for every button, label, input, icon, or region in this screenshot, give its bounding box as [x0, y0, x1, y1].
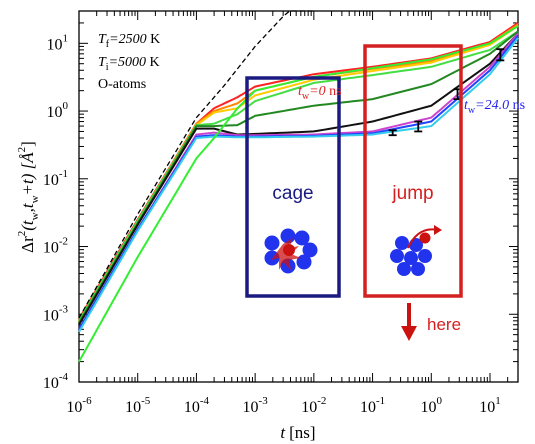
y-tick-label: 100: [47, 100, 69, 121]
y-tick-label: 101: [47, 32, 69, 53]
y-tick-label: 10-1: [43, 168, 68, 189]
tf-annotation: Tf=2500 K: [98, 32, 160, 50]
x-tick-label: 100: [421, 395, 443, 416]
y-tick-labels: 10-4 10-3 10-2 10-1 100 101: [43, 32, 69, 392]
series-line-9: [78, 25, 519, 363]
x-tick-label: 10-3: [243, 395, 269, 416]
series-line-8: [78, 37, 519, 333]
x-tick-label: 10-4: [184, 395, 210, 416]
ti-annotation: Ti=5000 K: [98, 55, 160, 73]
series-line-5: [78, 32, 519, 326]
atoms-annotation: O-atoms: [98, 77, 146, 92]
y-tick-label: 10-4: [43, 371, 69, 392]
x-tick-label: 101: [479, 395, 501, 416]
x-tick-label: 10-2: [301, 395, 326, 416]
tw0-label: tw=0 ns: [298, 84, 342, 102]
tw24-label: tw=24.0 ns: [464, 98, 525, 116]
jump-atom-cluster: [390, 225, 442, 276]
series-line-4: [78, 30, 519, 324]
y-tick-label: 10-3: [43, 303, 69, 324]
series-group: [78, 10, 519, 363]
y-tick-label: 10-2: [43, 236, 68, 257]
here-arrow: [401, 303, 417, 341]
x-tick-labels: 10-6 10-5 10-4 10-3 10-2 10-1 100 101: [66, 395, 500, 416]
jump-box: [363, 44, 463, 298]
cage-box: [245, 76, 341, 298]
jump-label: jump: [391, 183, 433, 204]
x-tick-label: 10-5: [125, 395, 151, 416]
x-axis-label: t [ns]: [280, 423, 315, 442]
x-tick-label: 10-6: [66, 395, 92, 416]
x-tick-label: 10-1: [360, 395, 385, 416]
here-label: here: [427, 315, 461, 334]
cage-label: cage: [272, 183, 313, 204]
series-line-10: [78, 10, 314, 319]
cage-atom-cluster: [264, 228, 318, 274]
y-axis-label: Δr2(tw,tw+t) [Å2]: [16, 141, 41, 253]
